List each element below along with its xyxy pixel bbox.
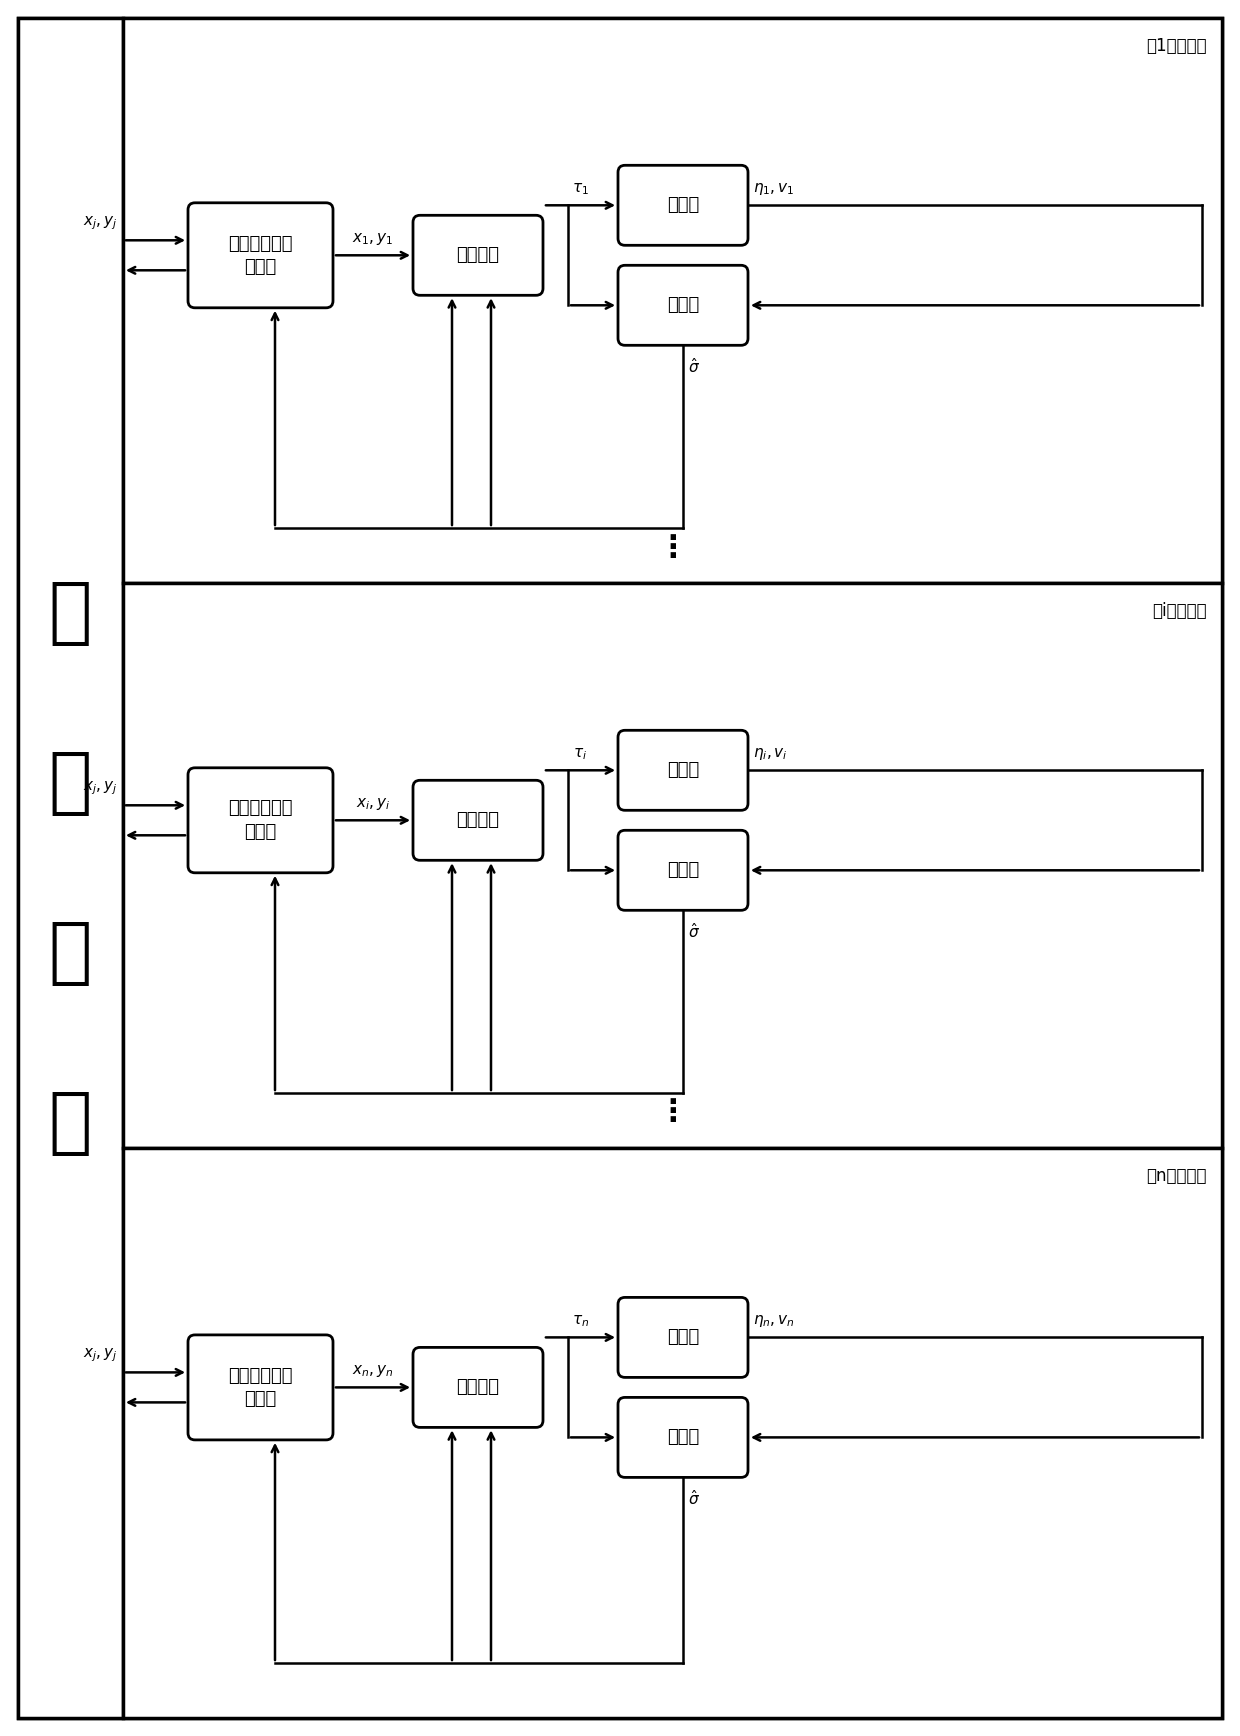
FancyBboxPatch shape	[188, 203, 334, 307]
Text: $\hat{\sigma}$: $\hat{\sigma}$	[688, 358, 701, 377]
Text: ⋮: ⋮	[657, 1099, 688, 1127]
Text: 观测器: 观测器	[667, 1429, 699, 1446]
FancyBboxPatch shape	[618, 165, 748, 245]
Text: $\tau_n$: $\tau_n$	[572, 1314, 589, 1330]
Text: $\hat{\sigma}$: $\hat{\sigma}$	[688, 922, 701, 941]
Text: ⋮: ⋮	[657, 533, 688, 562]
Bar	[123, 1147, 1221, 1719]
Text: $\hat{\sigma}$: $\hat{\sigma}$	[688, 1489, 701, 1509]
Text: $x_i, y_i$: $x_i, y_i$	[356, 797, 391, 812]
FancyBboxPatch shape	[413, 215, 543, 295]
Text: 观测器: 观测器	[667, 297, 699, 314]
Text: 第n艘无人艇: 第n艘无人艇	[1147, 1167, 1207, 1186]
Text: 无人艇: 无人艇	[667, 1328, 699, 1347]
Text: $x_n, y_n$: $x_n, y_n$	[352, 1363, 394, 1380]
Bar	[123, 583, 1221, 1147]
FancyBboxPatch shape	[618, 266, 748, 345]
Text: $\tau_1$: $\tau_1$	[572, 182, 589, 198]
Text: 无人艇: 无人艇	[667, 762, 699, 779]
Text: 络: 络	[48, 748, 92, 818]
FancyBboxPatch shape	[413, 779, 543, 861]
FancyBboxPatch shape	[618, 1297, 748, 1377]
Text: 网: 网	[48, 578, 92, 648]
FancyBboxPatch shape	[618, 731, 748, 811]
Text: 第1艘无人艇: 第1艘无人艇	[1146, 36, 1207, 56]
Text: 控制模块: 控制模块	[456, 811, 500, 830]
Text: 无人艇: 无人艇	[667, 196, 699, 214]
Text: $x_1, y_1$: $x_1, y_1$	[352, 231, 393, 247]
Text: $\eta_1, v_1$: $\eta_1, v_1$	[753, 181, 795, 198]
Text: 第i艘无人艇: 第i艘无人艇	[1152, 602, 1207, 620]
FancyBboxPatch shape	[188, 1335, 334, 1439]
Text: $\eta_i, v_i$: $\eta_i, v_i$	[753, 746, 787, 762]
FancyBboxPatch shape	[413, 1347, 543, 1427]
Text: $x_j, y_j$: $x_j, y_j$	[83, 1347, 118, 1364]
Text: $x_j, y_j$: $x_j, y_j$	[83, 779, 118, 797]
Bar	[19, 17, 123, 1719]
Text: $\tau_i$: $\tau_i$	[573, 746, 588, 762]
FancyBboxPatch shape	[618, 1397, 748, 1477]
Bar	[123, 17, 1221, 583]
Text: 观测器: 观测器	[667, 861, 699, 880]
Text: 分布式协同优
化模块: 分布式协同优 化模块	[228, 800, 293, 842]
Text: 分布式协同优
化模块: 分布式协同优 化模块	[228, 234, 293, 276]
Text: 通: 通	[48, 918, 92, 988]
Text: $\eta_n, v_n$: $\eta_n, v_n$	[753, 1314, 795, 1330]
Text: 信: 信	[48, 1088, 92, 1158]
FancyBboxPatch shape	[188, 767, 334, 873]
Text: 分布式协同优
化模块: 分布式协同优 化模块	[228, 1366, 293, 1408]
Text: 控制模块: 控制模块	[456, 247, 500, 264]
Text: 控制模块: 控制模块	[456, 1378, 500, 1396]
Text: $x_j, y_j$: $x_j, y_j$	[83, 215, 118, 233]
FancyBboxPatch shape	[618, 830, 748, 910]
